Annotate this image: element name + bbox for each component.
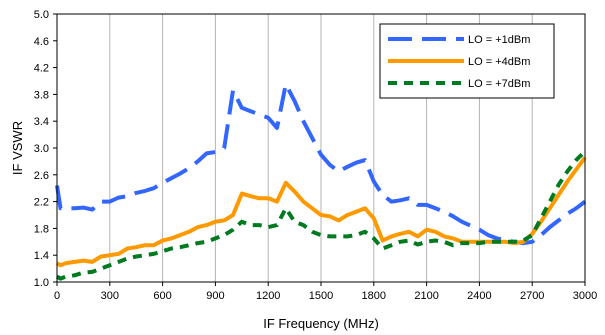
x-tick-label: 300 [101, 290, 119, 302]
x-tick-label: 2100 [414, 290, 438, 302]
legend: LO = +1dBm LO = +4dBm LO = +7dBm [379, 23, 555, 99]
y-tick-label: 1.4 [34, 250, 49, 262]
y-tick-label: 3.4 [34, 116, 49, 128]
legend-label-2: LO = +4dBm [468, 56, 530, 68]
y-tick-label: 1.8 [34, 223, 49, 235]
x-tick-label: 900 [206, 290, 224, 302]
x-axis-title: IF Frequency (MHz) [263, 316, 379, 331]
x-tick-label: 3000 [573, 290, 597, 302]
y-tick-label: 5.0 [34, 9, 49, 21]
y-tick-label: 1.0 [34, 277, 49, 289]
x-tick-label: 600 [153, 290, 171, 302]
y-axis-title: IF VSWR [10, 121, 25, 175]
series-line-1 [55, 82, 587, 246]
series-line-3 [56, 149, 587, 281]
x-tick-label: 0 [54, 290, 60, 302]
y-tick-label: 2.6 [34, 170, 49, 182]
y-tick-label: 2.2 [34, 197, 49, 209]
legend-label-1: LO = +1dBm [468, 34, 530, 46]
y-tick-label: 4.2 [34, 63, 49, 75]
x-tick-label: 1800 [362, 290, 386, 302]
x-tick-label: 1500 [309, 290, 333, 302]
axis-ticks: 0 300 600 900 1200 1500 1800 2100 2400 2700 3000 1.… [34, 9, 598, 302]
legend-label-3: LO = +7dBm [468, 78, 530, 90]
x-tick-label: 2700 [520, 290, 544, 302]
x-tick-label: 2400 [467, 290, 491, 302]
x-tick-label: 1200 [256, 290, 280, 302]
y-tick-label: 4.6 [34, 36, 49, 48]
series-layer [55, 82, 587, 281]
y-tick-label: 3.8 [34, 89, 49, 101]
y-tick-label: 3.0 [34, 143, 49, 155]
